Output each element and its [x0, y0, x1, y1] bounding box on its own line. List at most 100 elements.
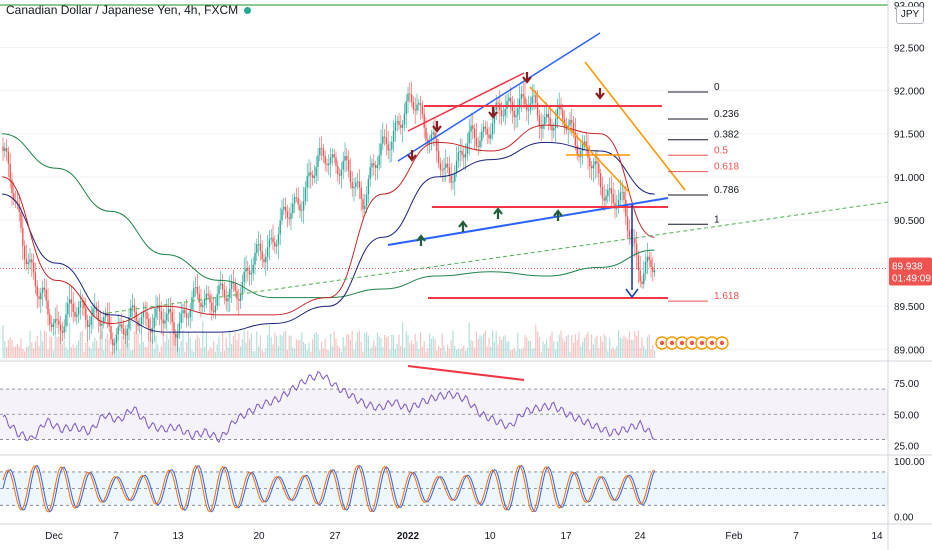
- price-tick-label: 91.000: [894, 173, 925, 184]
- target-arrow-head: [625, 288, 639, 299]
- candle-body: [574, 132, 577, 146]
- candle-body: [405, 101, 407, 114]
- volume-bar: [263, 351, 265, 358]
- candle-body: [326, 163, 328, 166]
- volume-bar: [25, 347, 27, 358]
- volume-bar: [396, 343, 398, 358]
- candle-body: [439, 163, 442, 170]
- volume-bar: [506, 341, 508, 358]
- descending-channel-orange: [529, 86, 631, 194]
- candle-body: [524, 96, 526, 105]
- candle-body: [157, 306, 159, 309]
- volume-bar: [531, 349, 533, 358]
- candle-body: [599, 173, 602, 188]
- candlesticks: [2, 81, 656, 355]
- volume-bar: [394, 349, 396, 358]
- volume-bar: [583, 337, 585, 358]
- volume-bar: [322, 348, 324, 358]
- volume-bar: [164, 341, 166, 358]
- volume-bar: [258, 346, 260, 358]
- volume-bar: [400, 346, 402, 358]
- candle-body: [443, 168, 445, 170]
- volume-bar: [133, 331, 135, 358]
- volume-bar: [517, 332, 519, 358]
- volume-bar: [414, 333, 416, 358]
- event-icon-dot: [689, 340, 695, 346]
- candle-body: [394, 122, 397, 131]
- candle-body: [313, 175, 316, 178]
- volume-bar: [47, 349, 49, 358]
- candle-body: [565, 128, 568, 131]
- candle-body: [333, 154, 335, 158]
- volume-bar: [22, 348, 24, 358]
- volume-bar: [308, 342, 310, 358]
- candle-body: [450, 175, 452, 183]
- currency-button[interactable]: JPY: [896, 6, 924, 24]
- candle-body: [184, 310, 186, 314]
- candle-body: [29, 259, 31, 263]
- current-price-label: 89.938: [892, 261, 923, 272]
- candle-body: [41, 287, 44, 293]
- volume-bar: [29, 330, 31, 358]
- volume-bar: [243, 330, 245, 358]
- volume-bar: [148, 342, 150, 358]
- volume-bar: [375, 346, 377, 358]
- volume-bar: [232, 336, 234, 358]
- candle-body: [644, 261, 647, 274]
- candle-body: [623, 191, 625, 200]
- candle-body: [625, 199, 627, 217]
- candle-body: [16, 201, 19, 204]
- candle-body: [428, 140, 431, 145]
- volume-bar: [169, 331, 171, 358]
- candle-body: [76, 314, 78, 317]
- price-tick-label: 92.000: [894, 87, 925, 98]
- candle-body: [486, 128, 488, 135]
- volume-bar: [83, 351, 85, 358]
- volume-bar: [493, 341, 495, 358]
- time-tick-label: 7: [793, 531, 799, 542]
- volume-bar: [335, 338, 337, 358]
- oscillator-line: [2, 370, 655, 443]
- volume-bar: [292, 347, 294, 358]
- volume-bar: [268, 325, 270, 358]
- time-tick-label: Feb: [725, 531, 743, 542]
- candle-body: [301, 210, 303, 212]
- time-tick-label: 10: [484, 531, 496, 542]
- candle-body: [610, 188, 613, 194]
- candle-body: [371, 163, 373, 168]
- volume-bar: [393, 334, 395, 358]
- volume-bar: [101, 331, 103, 358]
- fib-level-label: 0: [714, 82, 720, 93]
- candle-body: [607, 189, 609, 197]
- candle-body: [34, 272, 37, 287]
- candle-body: [140, 317, 143, 325]
- candle-body: [189, 309, 191, 318]
- volume-bar: [36, 336, 38, 358]
- candle-body: [459, 151, 461, 153]
- time-tick-label: 13: [172, 531, 184, 542]
- candle-body: [619, 192, 622, 200]
- candle-body: [556, 108, 559, 119]
- candle-body: [263, 259, 265, 263]
- candle-body: [56, 319, 58, 321]
- volume-bar: [646, 336, 648, 358]
- candle-body: [130, 307, 132, 317]
- volume-bar: [605, 335, 607, 358]
- volume-bar: [204, 346, 206, 358]
- volume-bar: [115, 346, 117, 358]
- volume-bar: [261, 349, 263, 358]
- candle-body: [2, 146, 4, 151]
- candle-body: [52, 323, 55, 328]
- candle-body: [331, 154, 334, 158]
- candle-body: [283, 206, 285, 210]
- candle-body: [110, 326, 112, 340]
- candle-body: [592, 164, 595, 169]
- candle-body: [203, 298, 206, 306]
- candle-body: [466, 143, 469, 154]
- volume-bar: [348, 334, 350, 358]
- volume-bar: [119, 349, 121, 358]
- volume-bar: [207, 350, 209, 358]
- candle-body: [482, 126, 485, 132]
